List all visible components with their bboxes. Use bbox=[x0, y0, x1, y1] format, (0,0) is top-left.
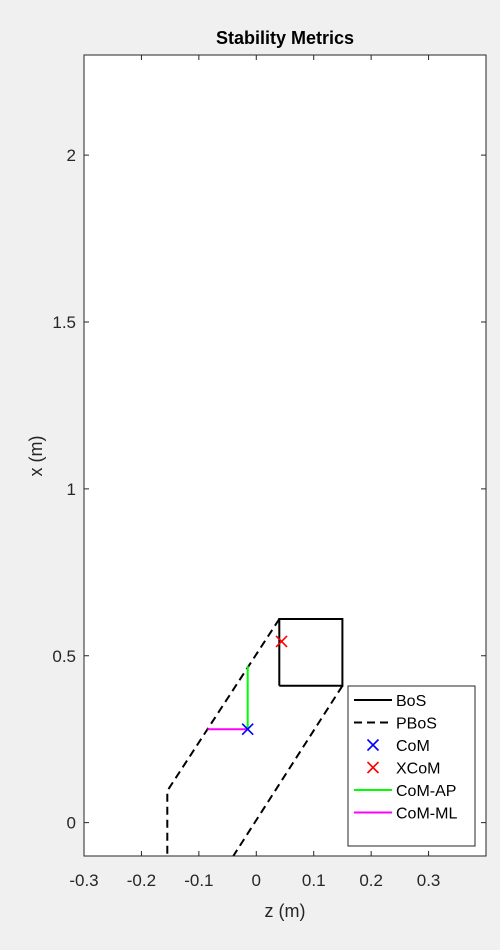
legend-swatch-com bbox=[366, 738, 380, 752]
x-axis-label: z (m) bbox=[265, 901, 306, 921]
y-tick-label: 2 bbox=[67, 146, 76, 165]
legend: BoS PBoS CoM XCoM CoM-AP CoM-ML bbox=[347, 685, 476, 847]
pbos-series bbox=[232, 685, 344, 857]
axes-ticks: -0.3 -0.2 -0.1 0 0.1 0.2 0.3 0 0.5 1 1.5 2 bbox=[52, 55, 486, 890]
legend-label-bos: BoS bbox=[396, 693, 426, 710]
x-tick-label: 0.3 bbox=[417, 871, 441, 890]
legend-label-com: CoM bbox=[396, 738, 430, 755]
y-tick-label: 0.5 bbox=[52, 647, 76, 666]
y-axis-label: x (m) bbox=[26, 436, 46, 477]
y-tick-label: 1.5 bbox=[52, 313, 76, 332]
x-tick-label: -0.1 bbox=[184, 871, 213, 890]
pbos-series bbox=[166, 618, 281, 856]
legend-label-com-ap: CoM-AP bbox=[396, 783, 456, 800]
legend-label-pbos: PBoS bbox=[396, 716, 437, 733]
x-tick-label: 0.2 bbox=[359, 871, 383, 890]
axes-box bbox=[83, 54, 487, 857]
chart-title: Stability Metrics bbox=[216, 28, 354, 48]
legend-box bbox=[347, 685, 476, 847]
plot-series bbox=[166, 618, 344, 857]
x-tick-label: 0 bbox=[252, 871, 261, 890]
xcom-marker bbox=[275, 635, 288, 648]
x-tick-label: -0.2 bbox=[127, 871, 156, 890]
legend-label-com-ml: CoM-ML bbox=[396, 806, 457, 823]
legend-label-xcom: XCoM bbox=[396, 761, 440, 778]
legend-swatch-xcom bbox=[366, 761, 380, 774]
x-tick-label: -0.3 bbox=[69, 871, 98, 890]
y-tick-label: 1 bbox=[67, 480, 76, 499]
y-tick-label: 0 bbox=[67, 814, 76, 833]
com-marker bbox=[241, 723, 254, 736]
bos-series bbox=[278, 618, 344, 687]
x-tick-label: 0.1 bbox=[302, 871, 326, 890]
